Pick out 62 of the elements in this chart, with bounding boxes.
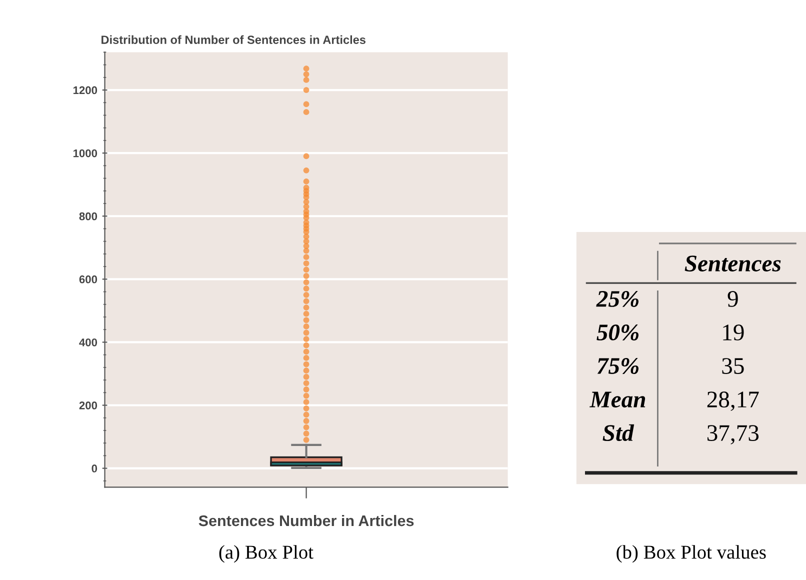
point <box>303 399 310 406</box>
point <box>303 87 310 93</box>
point <box>303 418 310 424</box>
y-tick-label: 200 <box>79 402 98 410</box>
category-label: 25% <box>596 290 638 307</box>
point <box>303 392 310 399</box>
point <box>303 66 310 72</box>
point <box>303 405 310 412</box>
category-label: 50% <box>596 324 638 341</box>
point <box>303 412 310 418</box>
point <box>303 342 310 348</box>
point <box>303 323 310 330</box>
point <box>303 153 310 160</box>
series-label: Sentences <box>684 256 781 272</box>
text: (b) Box Plot values <box>616 545 766 563</box>
x-tick-label: Sentences Number in Articles <box>198 514 414 526</box>
point <box>303 374 310 380</box>
point <box>303 386 310 392</box>
point <box>303 254 310 260</box>
point <box>303 430 310 437</box>
point <box>303 167 310 174</box>
point <box>303 355 310 361</box>
y-tick-label: 600 <box>79 275 98 284</box>
point <box>303 361 310 368</box>
point <box>303 260 310 266</box>
point <box>303 304 310 310</box>
category-label: 75% <box>597 358 638 374</box>
y-tick-label: 800 <box>79 212 98 220</box>
point <box>303 184 310 191</box>
point <box>303 424 310 430</box>
y-tick-label: 0 <box>92 464 98 472</box>
point <box>303 286 310 292</box>
data-label: 9 <box>728 291 738 307</box>
point <box>303 330 310 336</box>
point <box>303 279 310 286</box>
point <box>303 178 310 184</box>
category-label: Std <box>602 424 634 442</box>
point <box>303 368 310 374</box>
data-label: 28,17 <box>707 392 759 411</box>
point <box>303 436 310 443</box>
y-tick-label: 400 <box>79 338 98 346</box>
point <box>303 348 310 355</box>
y-tick-label: 1200 <box>73 86 98 94</box>
point <box>303 380 310 386</box>
data-label: 19 <box>723 324 744 340</box>
y-tick-label: 1000 <box>73 149 98 158</box>
text: (a) Box Plot <box>219 545 314 563</box>
category-label: Mean <box>590 392 646 408</box>
point <box>303 292 310 298</box>
point <box>303 266 310 273</box>
point <box>303 101 310 108</box>
data-label: 37,73 <box>707 425 759 444</box>
point <box>303 273 310 279</box>
point <box>303 310 310 317</box>
data-label: 35 <box>722 358 744 374</box>
point <box>303 317 310 324</box>
point <box>303 71 310 78</box>
point <box>303 109 310 116</box>
point <box>303 76 310 83</box>
point <box>303 336 310 342</box>
point <box>303 298 310 304</box>
chart-title: Distribution of Number of Sentences in Articles <box>102 35 366 44</box>
